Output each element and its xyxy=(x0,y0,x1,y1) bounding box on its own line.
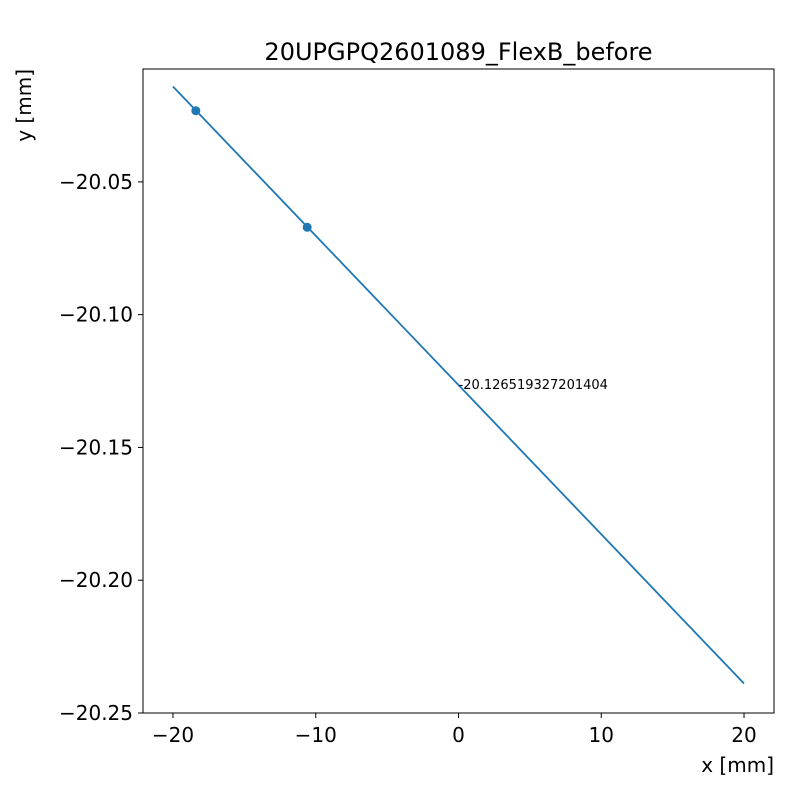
y-tick-label: −20.05 xyxy=(59,170,133,194)
x-tick-label: 10 xyxy=(589,723,614,747)
y-tick-label: −20.10 xyxy=(59,303,133,327)
axes-frame xyxy=(142,68,775,714)
y-tick-label: −20.15 xyxy=(59,435,133,459)
x-axis-title: x [mm] xyxy=(701,753,774,777)
x-tick-label: −10 xyxy=(295,723,337,747)
x-tick-label: 20 xyxy=(731,723,756,747)
y-axis-ticks: −20.05 −20.10 −20.15 −20.20 −20.25 xyxy=(59,170,143,725)
x-tick-label: 0 xyxy=(452,723,465,747)
plot-area: -20.126519327201404 xyxy=(172,85,745,685)
chart-title: 20UPGPQ2601089_FlexB_before xyxy=(264,38,652,66)
y-tick-label: −20.25 xyxy=(59,701,133,725)
x-axis-ticks: −20 −10 0 10 20 xyxy=(152,713,757,747)
x-tick-label: −20 xyxy=(152,723,194,747)
data-point xyxy=(302,222,312,232)
y-tick-label: −20.20 xyxy=(59,568,133,592)
annotation-label: -20.126519327201404 xyxy=(459,378,608,393)
fit-line xyxy=(172,85,745,685)
data-point xyxy=(191,106,201,116)
y-axis-title: y [mm] xyxy=(12,69,36,142)
